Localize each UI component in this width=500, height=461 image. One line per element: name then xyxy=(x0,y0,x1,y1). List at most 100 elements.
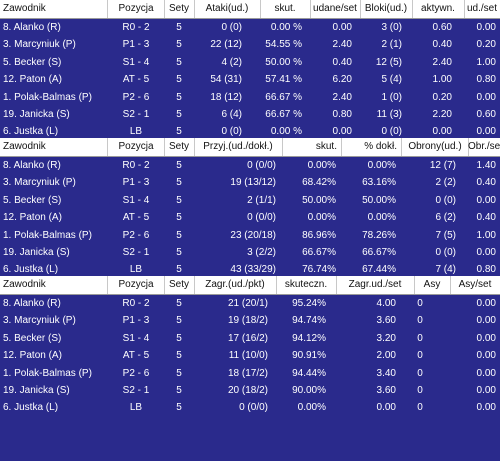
col-header-aces-per-set[interactable]: Asy/set xyxy=(458,279,492,290)
cell-position: S1 - 4 xyxy=(122,56,150,68)
cell-defenses: 7 (4) xyxy=(435,264,456,276)
cell-player: 12. Paton (A) xyxy=(3,350,62,362)
cell-efficiency: 68.42% xyxy=(302,177,336,189)
cell-serve-efficiency: 94.44% xyxy=(292,367,326,379)
table-row[interactable]: 1. Polak-Balmas (P) P2 - 6 5 18 (12) 66.67 %… xyxy=(0,89,500,106)
table-row[interactable]: 6. Justka (L) LB 5 0 (0/0) 0.00% 0.00 0 0.00 xyxy=(0,399,500,416)
cell-efficiency: 66.67 % xyxy=(265,108,302,120)
table-row[interactable]: 6. Justka (L) LB 5 43 (33/29) 76.74% 67.44% 7 … xyxy=(0,261,500,278)
col-header-player[interactable]: Zawodnik xyxy=(0,276,108,294)
cell-efficiency: 66.67 % xyxy=(265,91,302,103)
col-header-defenses-per-set[interactable]: Obr./set xyxy=(468,141,500,152)
cell-success-per-set: 6.20 xyxy=(332,74,352,86)
cell-position: S2 - 1 xyxy=(122,246,150,258)
table-row[interactable]: 8. Alanko (R) R0 - 2 5 21 (20/1) 95.24% 4.00 0… xyxy=(0,295,500,312)
col-header-efficiency[interactable]: skut. xyxy=(260,0,311,18)
cell-player: 6. Justka (L) xyxy=(3,264,59,276)
cell-player: 1. Polak-Balmas (P) xyxy=(3,229,92,241)
cell-efficiency: 86.96% xyxy=(302,229,336,241)
col-header-serves-per-set[interactable]: Zagr.ud./set xyxy=(336,276,415,294)
cell-attacks: 6 (4) xyxy=(221,108,242,120)
table-row[interactable]: 5. Becker (S) S1 - 4 5 17 (16/2) 94.12% 3.20 0… xyxy=(0,330,500,347)
table-row[interactable]: 8. Alanko (R) R0 - 2 5 0 (0) 0.00 % 0.00 3 (0)… xyxy=(0,19,500,36)
cell-activity: 0.20 xyxy=(432,91,452,103)
col-header-sets[interactable]: Sety xyxy=(164,276,195,294)
col-header-position[interactable]: Pozycja xyxy=(108,0,165,18)
table-row[interactable]: 1. Polak-Balmas (P) P2 - 6 5 23 (20/18) 86.9… xyxy=(0,227,500,244)
cell-serves: 11 (10/0) xyxy=(228,350,268,362)
cell-defenses-per-set: 0.40 xyxy=(476,212,496,224)
col-header-accuracy[interactable]: % dokł. xyxy=(342,138,402,156)
table-row[interactable]: 6. Justka (L) LB 5 0 (0) 0.00 % 0.00 0 (0) 0.00… xyxy=(0,123,500,140)
cell-blocks-per-set: 1.00 xyxy=(476,56,496,68)
cell-aces-per-set: 0.00 xyxy=(476,298,496,309)
table-row[interactable]: 8. Alanko (R) R0 - 2 5 0 (0/0) 0.00% 0.00% 12 … xyxy=(0,157,500,174)
cell-blocks: 0 (0) xyxy=(381,126,402,138)
cell-blocks: 5 (4) xyxy=(381,74,402,86)
col-header-attacks[interactable]: Ataki(ud.) xyxy=(194,0,261,18)
cell-serves-per-set: 3.40 xyxy=(376,367,396,379)
cell-attacks: 0 (0) xyxy=(221,22,242,33)
table-row[interactable]: 3. Marcyniuk (P) P1 - 3 5 19 (13/12) 68.42% 6… xyxy=(0,174,500,191)
cell-success-per-set: 0.00 xyxy=(332,22,352,33)
cell-serves: 18 (17/2) xyxy=(227,367,268,379)
cell-receptions: 43 (33/29) xyxy=(230,264,276,276)
col-header-aces[interactable]: Asy xyxy=(414,276,451,294)
cell-accuracy: 63.16% xyxy=(362,177,396,189)
table-row[interactable]: 19. Janicka (S) S2 - 1 5 3 (2/2) 66.67% 66.67… xyxy=(0,244,500,261)
cell-efficiency: 0.00 % xyxy=(270,22,302,33)
col-header-player[interactable]: Zawodnik xyxy=(0,0,108,18)
stats-table-attack-block: Zawodnik Pozycja Sety Ataki(ud.) skut. u… xyxy=(0,0,500,141)
stats-table-serve: Zawodnik Pozycja Sety Zagr.(ud./pkt) sku… xyxy=(0,276,500,417)
table-row[interactable]: 5. Becker (S) S1 - 4 5 4 (2) 50.00 % 0.40 12 (… xyxy=(0,54,500,71)
col-header-sets[interactable]: Sety xyxy=(164,138,195,156)
cell-defenses: 7 (5) xyxy=(435,229,456,241)
cell-efficiency: 76.74% xyxy=(302,264,336,276)
col-header-position[interactable]: Pozycja xyxy=(108,276,165,294)
col-header-activity[interactable]: aktywn. xyxy=(412,0,465,18)
cell-position: AT - 5 xyxy=(122,74,150,86)
table-row[interactable]: 5. Becker (S) S1 - 4 5 2 (1/1) 50.00% 50.00% 0… xyxy=(0,192,500,209)
cell-sets: 5 xyxy=(176,194,182,206)
cell-receptions: 3 (2/2) xyxy=(247,246,276,258)
cell-efficiency: 0.00% xyxy=(307,212,336,224)
cell-defenses-per-set: 0.80 xyxy=(476,264,496,276)
col-header-defenses[interactable]: Obrony(ud.) xyxy=(402,138,469,156)
cell-player: 6. Justka (L) xyxy=(3,126,59,138)
cell-sets: 5 xyxy=(176,332,182,344)
col-header-success-per-set[interactable]: udane/set xyxy=(310,0,361,18)
cell-player: 19. Janicka (S) xyxy=(3,108,70,120)
table-row[interactable]: 12. Paton (A) AT - 5 5 0 (0/0) 0.00% 0.00% 6 (… xyxy=(0,209,500,226)
col-header-blocks-per-set[interactable]: ud./set xyxy=(466,3,498,14)
cell-sets: 5 xyxy=(176,384,182,396)
table-row[interactable]: 12. Paton (A) AT - 5 5 54 (31) 57.41 % 6.20 5 … xyxy=(0,71,500,88)
table-row[interactable]: 3. Marcyniuk (P) P1 - 3 5 22 (12) 54.55 % 2.4… xyxy=(0,36,500,53)
col-header-sets[interactable]: Sety xyxy=(164,0,195,18)
cell-aces: 0 xyxy=(417,350,423,362)
table-body: 8. Alanko (R) R0 - 2 5 21 (20/1) 95.24% 4.00 0… xyxy=(0,295,500,417)
cell-defenses-per-set: 0.00 xyxy=(476,194,496,206)
cell-accuracy: 0.00% xyxy=(367,212,396,224)
col-header-blocks[interactable]: Bloki(ud.) xyxy=(360,0,413,18)
cell-accuracy: 0.00% xyxy=(367,160,396,171)
cell-activity: 2.40 xyxy=(432,56,452,68)
table-row[interactable]: 1. Polak-Balmas (P) P2 - 6 5 18 (17/2) 94.44… xyxy=(0,365,500,382)
table-row[interactable]: 19. Janicka (S) S2 - 1 5 6 (4) 66.67 % 0.80 11… xyxy=(0,106,500,123)
table-row[interactable]: 19. Janicka (S) S2 - 1 5 20 (18/2) 90.00% 3.6… xyxy=(0,382,500,399)
cell-defenses-per-set: 0.00 xyxy=(476,246,496,258)
cell-aces: 0 xyxy=(417,315,423,327)
cell-serves: 17 (16/2) xyxy=(227,332,268,344)
col-header-serve-efficiency[interactable]: skuteczn. xyxy=(276,276,337,294)
col-header-receptions[interactable]: Przyj.(ud./dokł.) xyxy=(194,138,283,156)
cell-serves-per-set: 3.20 xyxy=(376,332,396,344)
col-header-efficiency[interactable]: skut. xyxy=(282,138,342,156)
cell-defenses-per-set: 1.00 xyxy=(476,229,496,241)
cell-success-per-set: 0.00 xyxy=(332,126,352,138)
table-row[interactable]: 12. Paton (A) AT - 5 5 11 (10/0) 90.91% 2.00 0… xyxy=(0,347,500,364)
table-row[interactable]: 3. Marcyniuk (P) P1 - 3 5 19 (18/2) 94.74% 3.… xyxy=(0,312,500,329)
col-header-position[interactable]: Pozycja xyxy=(108,138,165,156)
col-header-player[interactable]: Zawodnik xyxy=(0,138,108,156)
col-header-serves[interactable]: Zagr.(ud./pkt) xyxy=(194,276,277,294)
cell-position: P1 - 3 xyxy=(122,315,150,327)
cell-blocks: 1 (0) xyxy=(381,91,402,103)
